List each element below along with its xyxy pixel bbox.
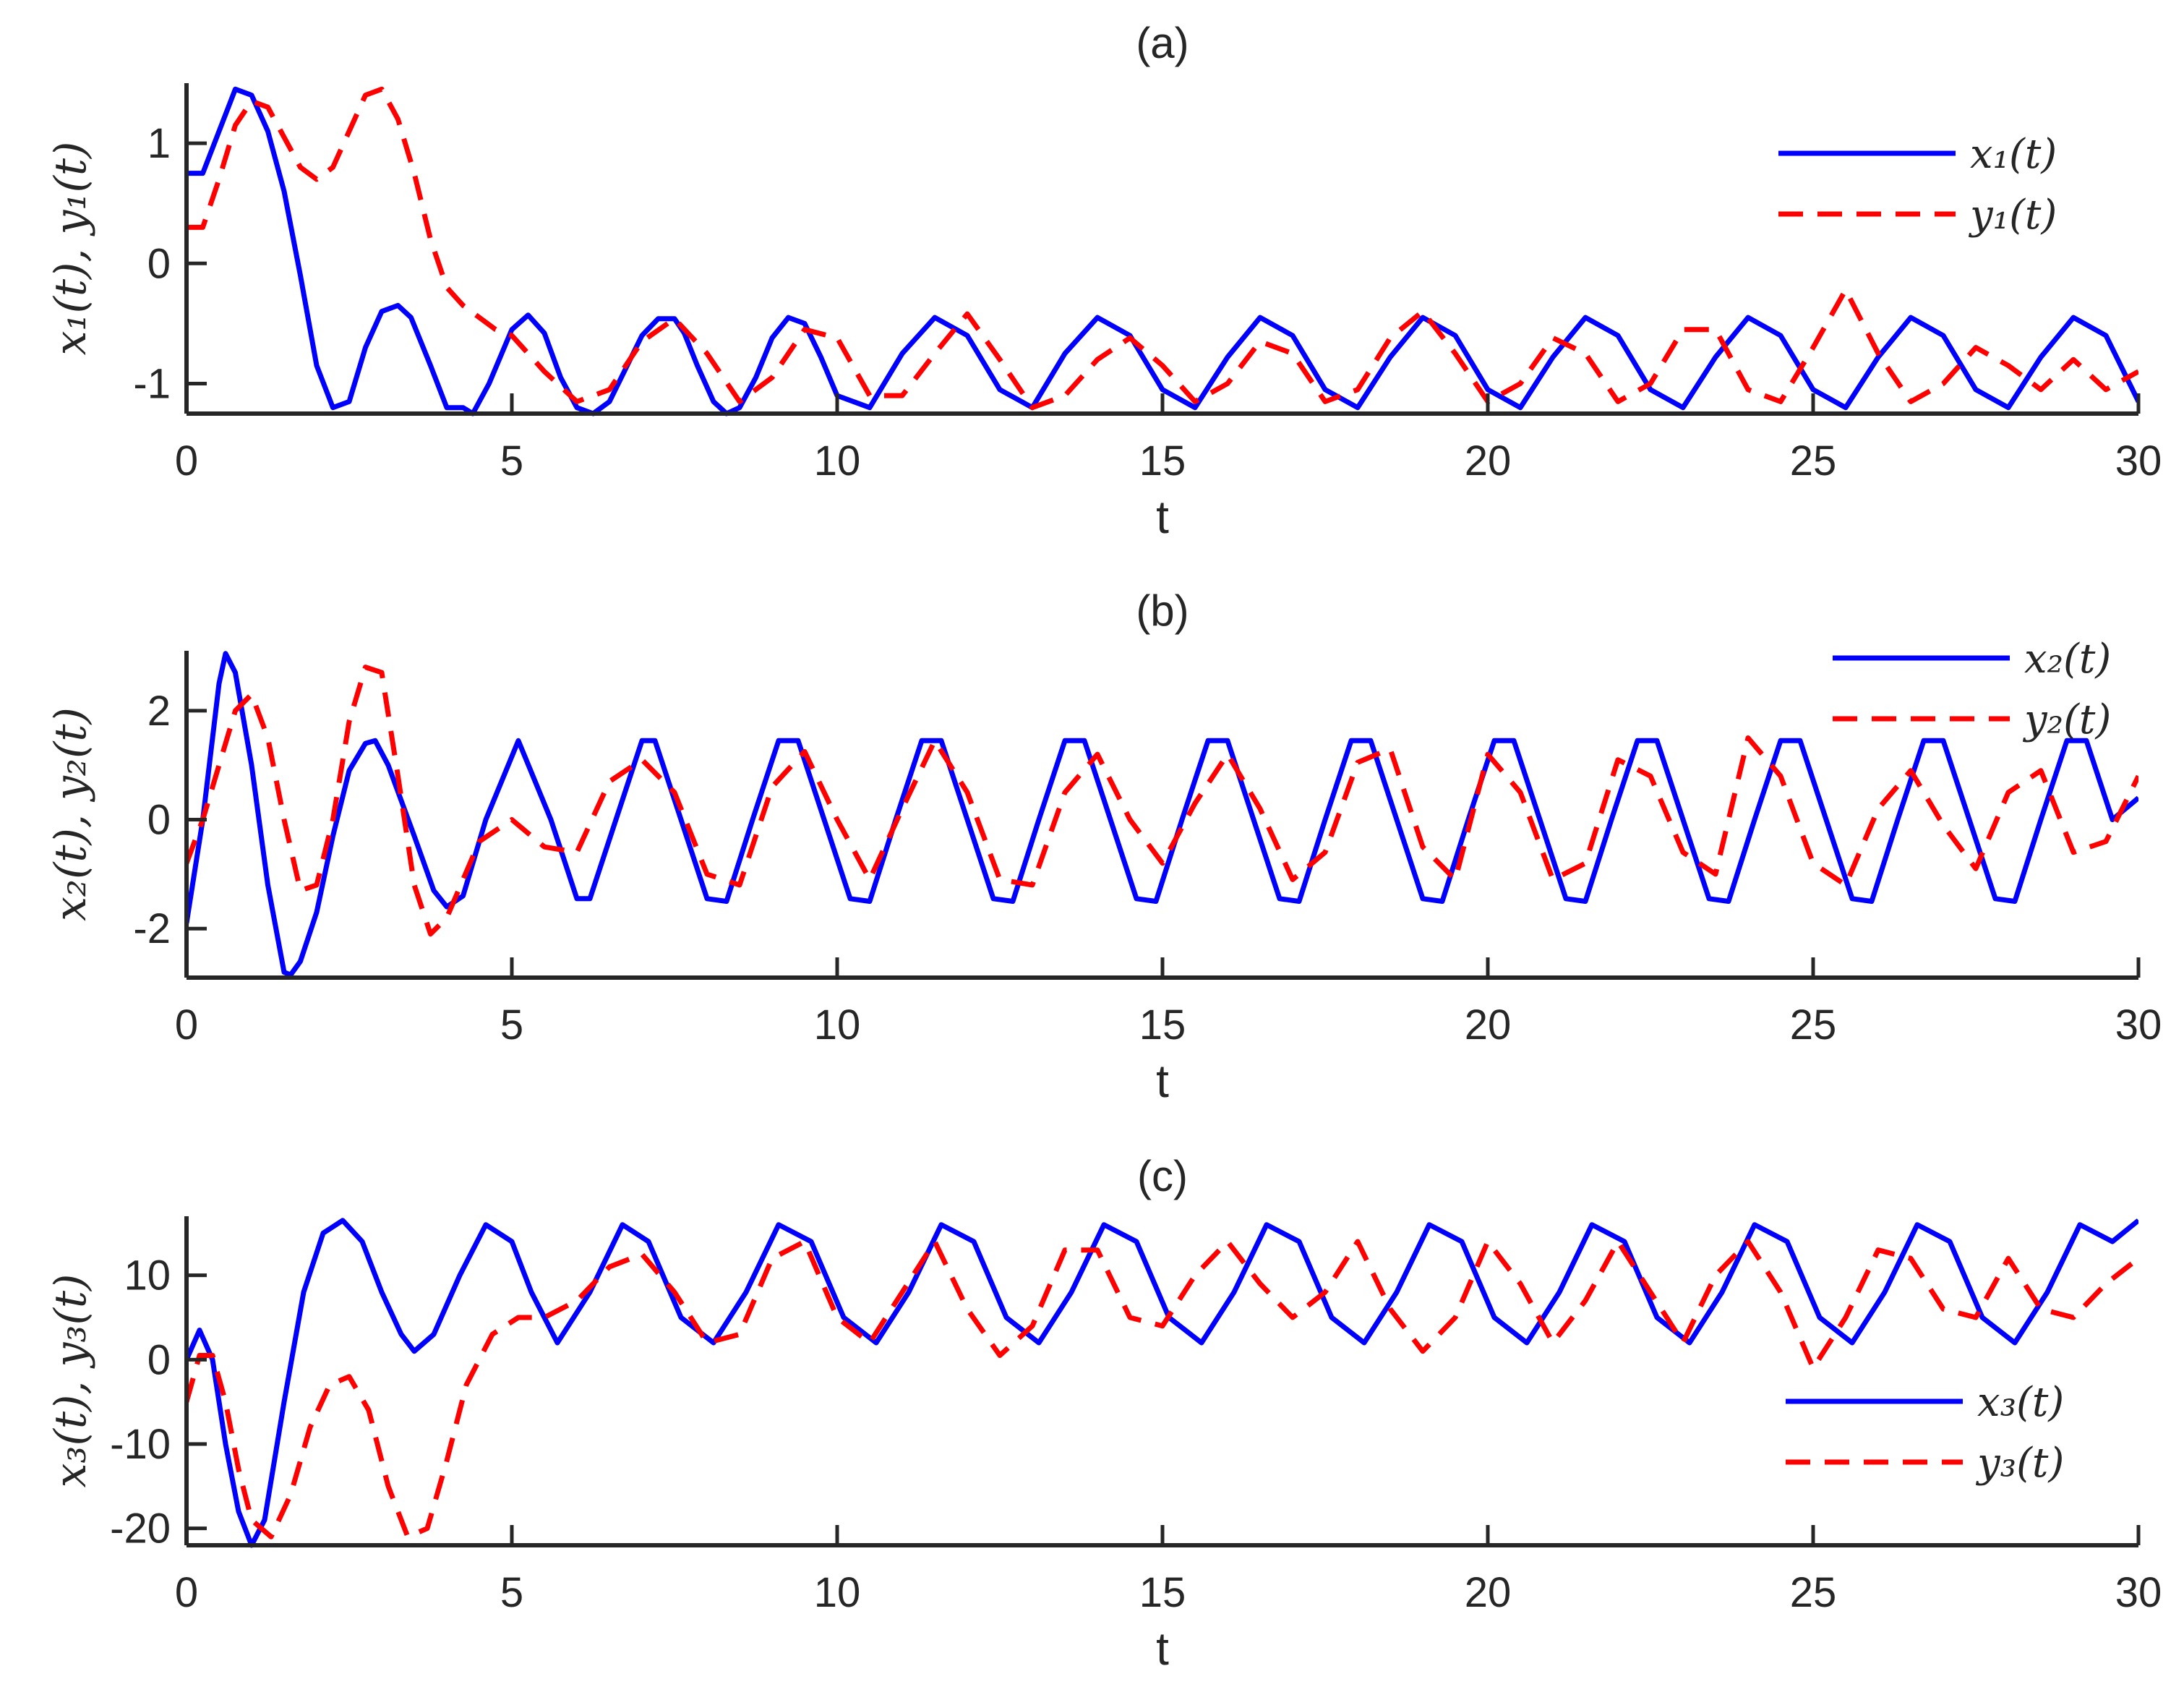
- x-tick-label: 10: [814, 1001, 861, 1048]
- x-tick-label: 25: [1790, 437, 1837, 484]
- x-axis-label: t: [1156, 1055, 1169, 1107]
- legend: x₁(t) y₁(t): [1778, 131, 2057, 239]
- panel-c: 0 5 10 15 20 25 30 10 0 -10 -20 (c) t x₃(t), y₃(t): [46, 1152, 2162, 1675]
- legend-label: y₁(t): [1968, 192, 2057, 239]
- chart-title: (a): [1136, 19, 1189, 67]
- x-axis-label: t: [1156, 491, 1169, 543]
- x-tick-label: 5: [500, 1001, 523, 1048]
- y-tick-label: 10: [124, 1252, 171, 1299]
- y-tick-label: 0: [147, 1336, 171, 1383]
- legend: x₃(t) y₃(t): [1786, 1379, 2064, 1487]
- legend-label: x₂(t): [2024, 636, 2111, 683]
- series-line-y: [187, 86, 2138, 411]
- y-tick-label: -20: [110, 1505, 171, 1552]
- y-tick-label: 0: [147, 240, 171, 287]
- x-tick-label: 0: [175, 437, 198, 484]
- y-tick-label: 1: [147, 120, 171, 167]
- x-tick-label: 25: [1790, 1001, 1837, 1048]
- x-tick-label: 15: [1139, 437, 1186, 484]
- y-tick-label: 0: [147, 797, 171, 844]
- series-line-x: [187, 651, 2138, 978]
- x-tick-label: 30: [2115, 1569, 2162, 1616]
- x-tick-label: 15: [1139, 1569, 1186, 1616]
- x-tick-label: 5: [500, 437, 523, 484]
- x-tick-label: 10: [814, 1569, 861, 1616]
- y-axis-label: x₁(t), y₁(t): [46, 142, 96, 356]
- x-axis-label: t: [1156, 1623, 1169, 1675]
- series-line-y: [187, 1239, 2138, 1539]
- legend-label: y₂(t): [2022, 696, 2111, 743]
- y-tick-label: 2: [147, 688, 171, 735]
- x-tick-label: 30: [2115, 1001, 2162, 1048]
- x-tick-label: 15: [1139, 1001, 1186, 1048]
- x-tick-label: 20: [1465, 1001, 1512, 1048]
- x-tick-label: 5: [500, 1569, 523, 1616]
- x-tick-label: 10: [814, 437, 861, 484]
- x-tick-label: 0: [175, 1569, 198, 1616]
- chart-title: (c): [1137, 1152, 1188, 1200]
- chart-title: (b): [1136, 586, 1189, 635]
- series-line-x: [187, 1218, 2138, 1548]
- legend-label: y₃(t): [1975, 1440, 2064, 1487]
- x-tick-label: 25: [1790, 1569, 1837, 1616]
- legend: x₂(t) y₂(t): [1833, 636, 2111, 743]
- x-tick-label: 0: [175, 1001, 198, 1048]
- y-tick-label: -2: [133, 905, 171, 952]
- series-line-y: [187, 665, 2138, 937]
- legend-label: x₃(t): [1977, 1379, 2064, 1426]
- x-tick-label: 20: [1465, 437, 1512, 484]
- y-axis-label: x₂(t), y₂(t): [46, 707, 96, 921]
- y-axis-label: x₃(t), y₃(t): [46, 1274, 96, 1488]
- legend-label: x₁(t): [1970, 131, 2057, 178]
- y-tick-label: -10: [110, 1421, 171, 1468]
- x-tick-label: 20: [1465, 1569, 1512, 1616]
- y-tick-label: -1: [133, 360, 171, 407]
- x-tick-label: 30: [2115, 437, 2162, 484]
